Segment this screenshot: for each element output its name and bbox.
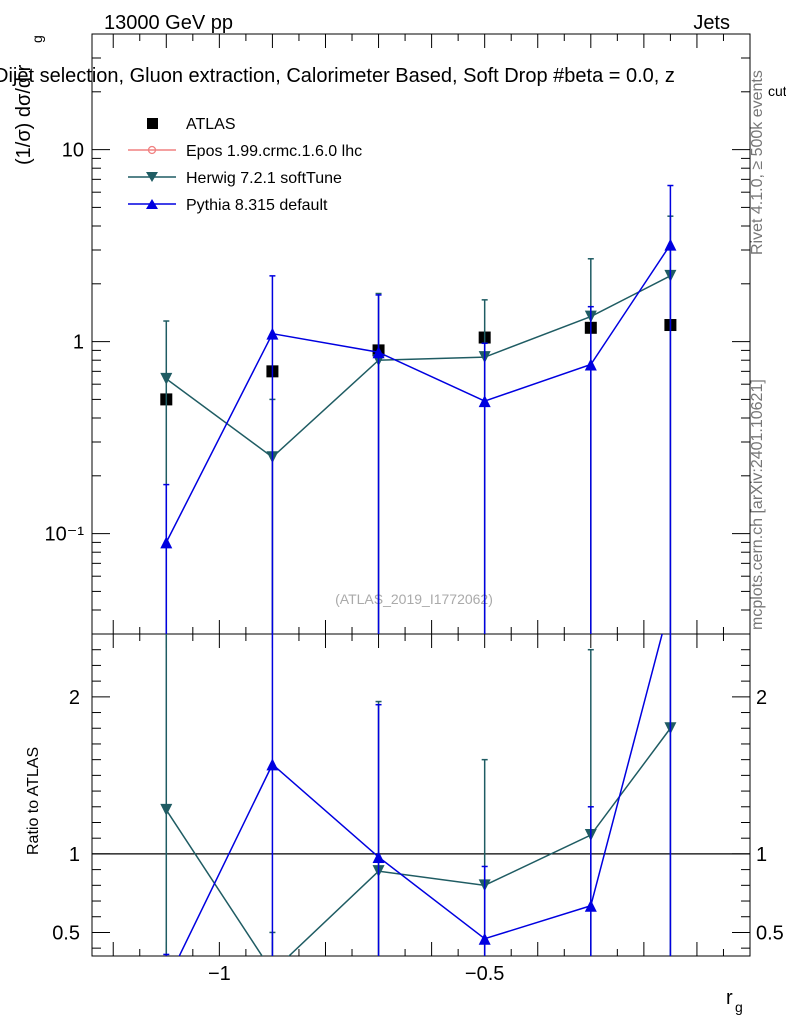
pythia-ratio-data-point bbox=[266, 758, 279, 771]
plot-title: Dijet selection, Gluon extraction, Calor… bbox=[0, 65, 675, 87]
pythia-data-point bbox=[584, 358, 597, 371]
pythia-ratio-data-point bbox=[160, 977, 172, 989]
pythia-series-line bbox=[165, 244, 672, 543]
pythia-data-point bbox=[478, 395, 491, 408]
ratio-series-group bbox=[160, 634, 677, 989]
ratio-y-tick-label-right: 1 bbox=[756, 844, 767, 866]
y-tick-label: 1 bbox=[73, 332, 84, 354]
plot-title-subscript: cut bbox=[768, 83, 786, 99]
x-tick-label: −1 bbox=[208, 963, 231, 985]
legend-epos-label: Epos 1.99.crmc.1.6.0 lhc bbox=[186, 143, 362, 160]
herwig-ratio-data-point bbox=[160, 803, 173, 816]
pythia-data-point bbox=[266, 327, 279, 340]
process-label: Jets bbox=[693, 12, 730, 34]
analysis-watermark: (ATLAS_2019_I1772062) bbox=[335, 591, 493, 607]
herwig-series-line bbox=[165, 275, 671, 459]
y-tick-label: 10 bbox=[62, 140, 84, 162]
rivet-label: Rivet 4.1.0, ≥ 500k events bbox=[749, 70, 766, 255]
ratio-axis-label: Ratio to ATLAS bbox=[25, 747, 42, 855]
y-tick-label: 10⁻¹ bbox=[45, 524, 85, 546]
legend-pythia-label: Pythia 8.315 default bbox=[186, 197, 328, 214]
ratio-y-tick-label-right: 2 bbox=[756, 687, 767, 709]
legend-herwig-marker bbox=[146, 172, 158, 182]
pythia-ratio-data-point bbox=[372, 851, 385, 864]
x-tick-label: −0.5 bbox=[465, 963, 504, 985]
legend-pythia-marker bbox=[146, 199, 158, 209]
ratio-plot-frame bbox=[91, 633, 751, 957]
legend-herwig-label: Herwig 7.2.1 softTune bbox=[186, 170, 342, 187]
legend: ATLAS Epos 1.99.crmc.1.6.0 lhc Herwig 7.… bbox=[128, 116, 362, 214]
pythia-data-point bbox=[664, 238, 677, 251]
y-axis-label-subscript: g bbox=[29, 35, 45, 43]
x-axis-label-subscript: g bbox=[735, 999, 743, 1015]
pythia-data-point bbox=[160, 536, 173, 549]
ratio-y-tick-label-right: 0.5 bbox=[756, 922, 784, 944]
main-series-group bbox=[160, 184, 677, 634]
energy-label: 13000 GeV pp bbox=[104, 12, 233, 34]
pythia-ratio-data-point bbox=[478, 932, 491, 945]
legend-atlas-marker bbox=[147, 118, 158, 129]
herwig-data-point bbox=[160, 372, 173, 385]
legend-atlas-label: ATLAS bbox=[186, 116, 236, 133]
pythia-ratio-data-point bbox=[584, 899, 597, 912]
legend-epos-marker bbox=[147, 145, 157, 155]
ratio-y-tick-label: 1 bbox=[69, 844, 80, 866]
pythia-ratio-series-line bbox=[178, 634, 663, 956]
ratio-y-tick-label: 0.5 bbox=[52, 922, 80, 944]
herwig-ratio-data-point bbox=[266, 966, 278, 978]
mcplots-label: mcplots.cern.ch [arXiv:2401.10621] bbox=[749, 379, 766, 630]
pythia-data-point bbox=[372, 346, 385, 359]
herwig-ratio-series-line bbox=[165, 727, 672, 956]
ratio-y-tick-label: 2 bbox=[69, 687, 80, 709]
x-axis-label: r bbox=[726, 987, 733, 1009]
y-axis-label: (1/σ) dσ/d r bbox=[13, 64, 35, 165]
